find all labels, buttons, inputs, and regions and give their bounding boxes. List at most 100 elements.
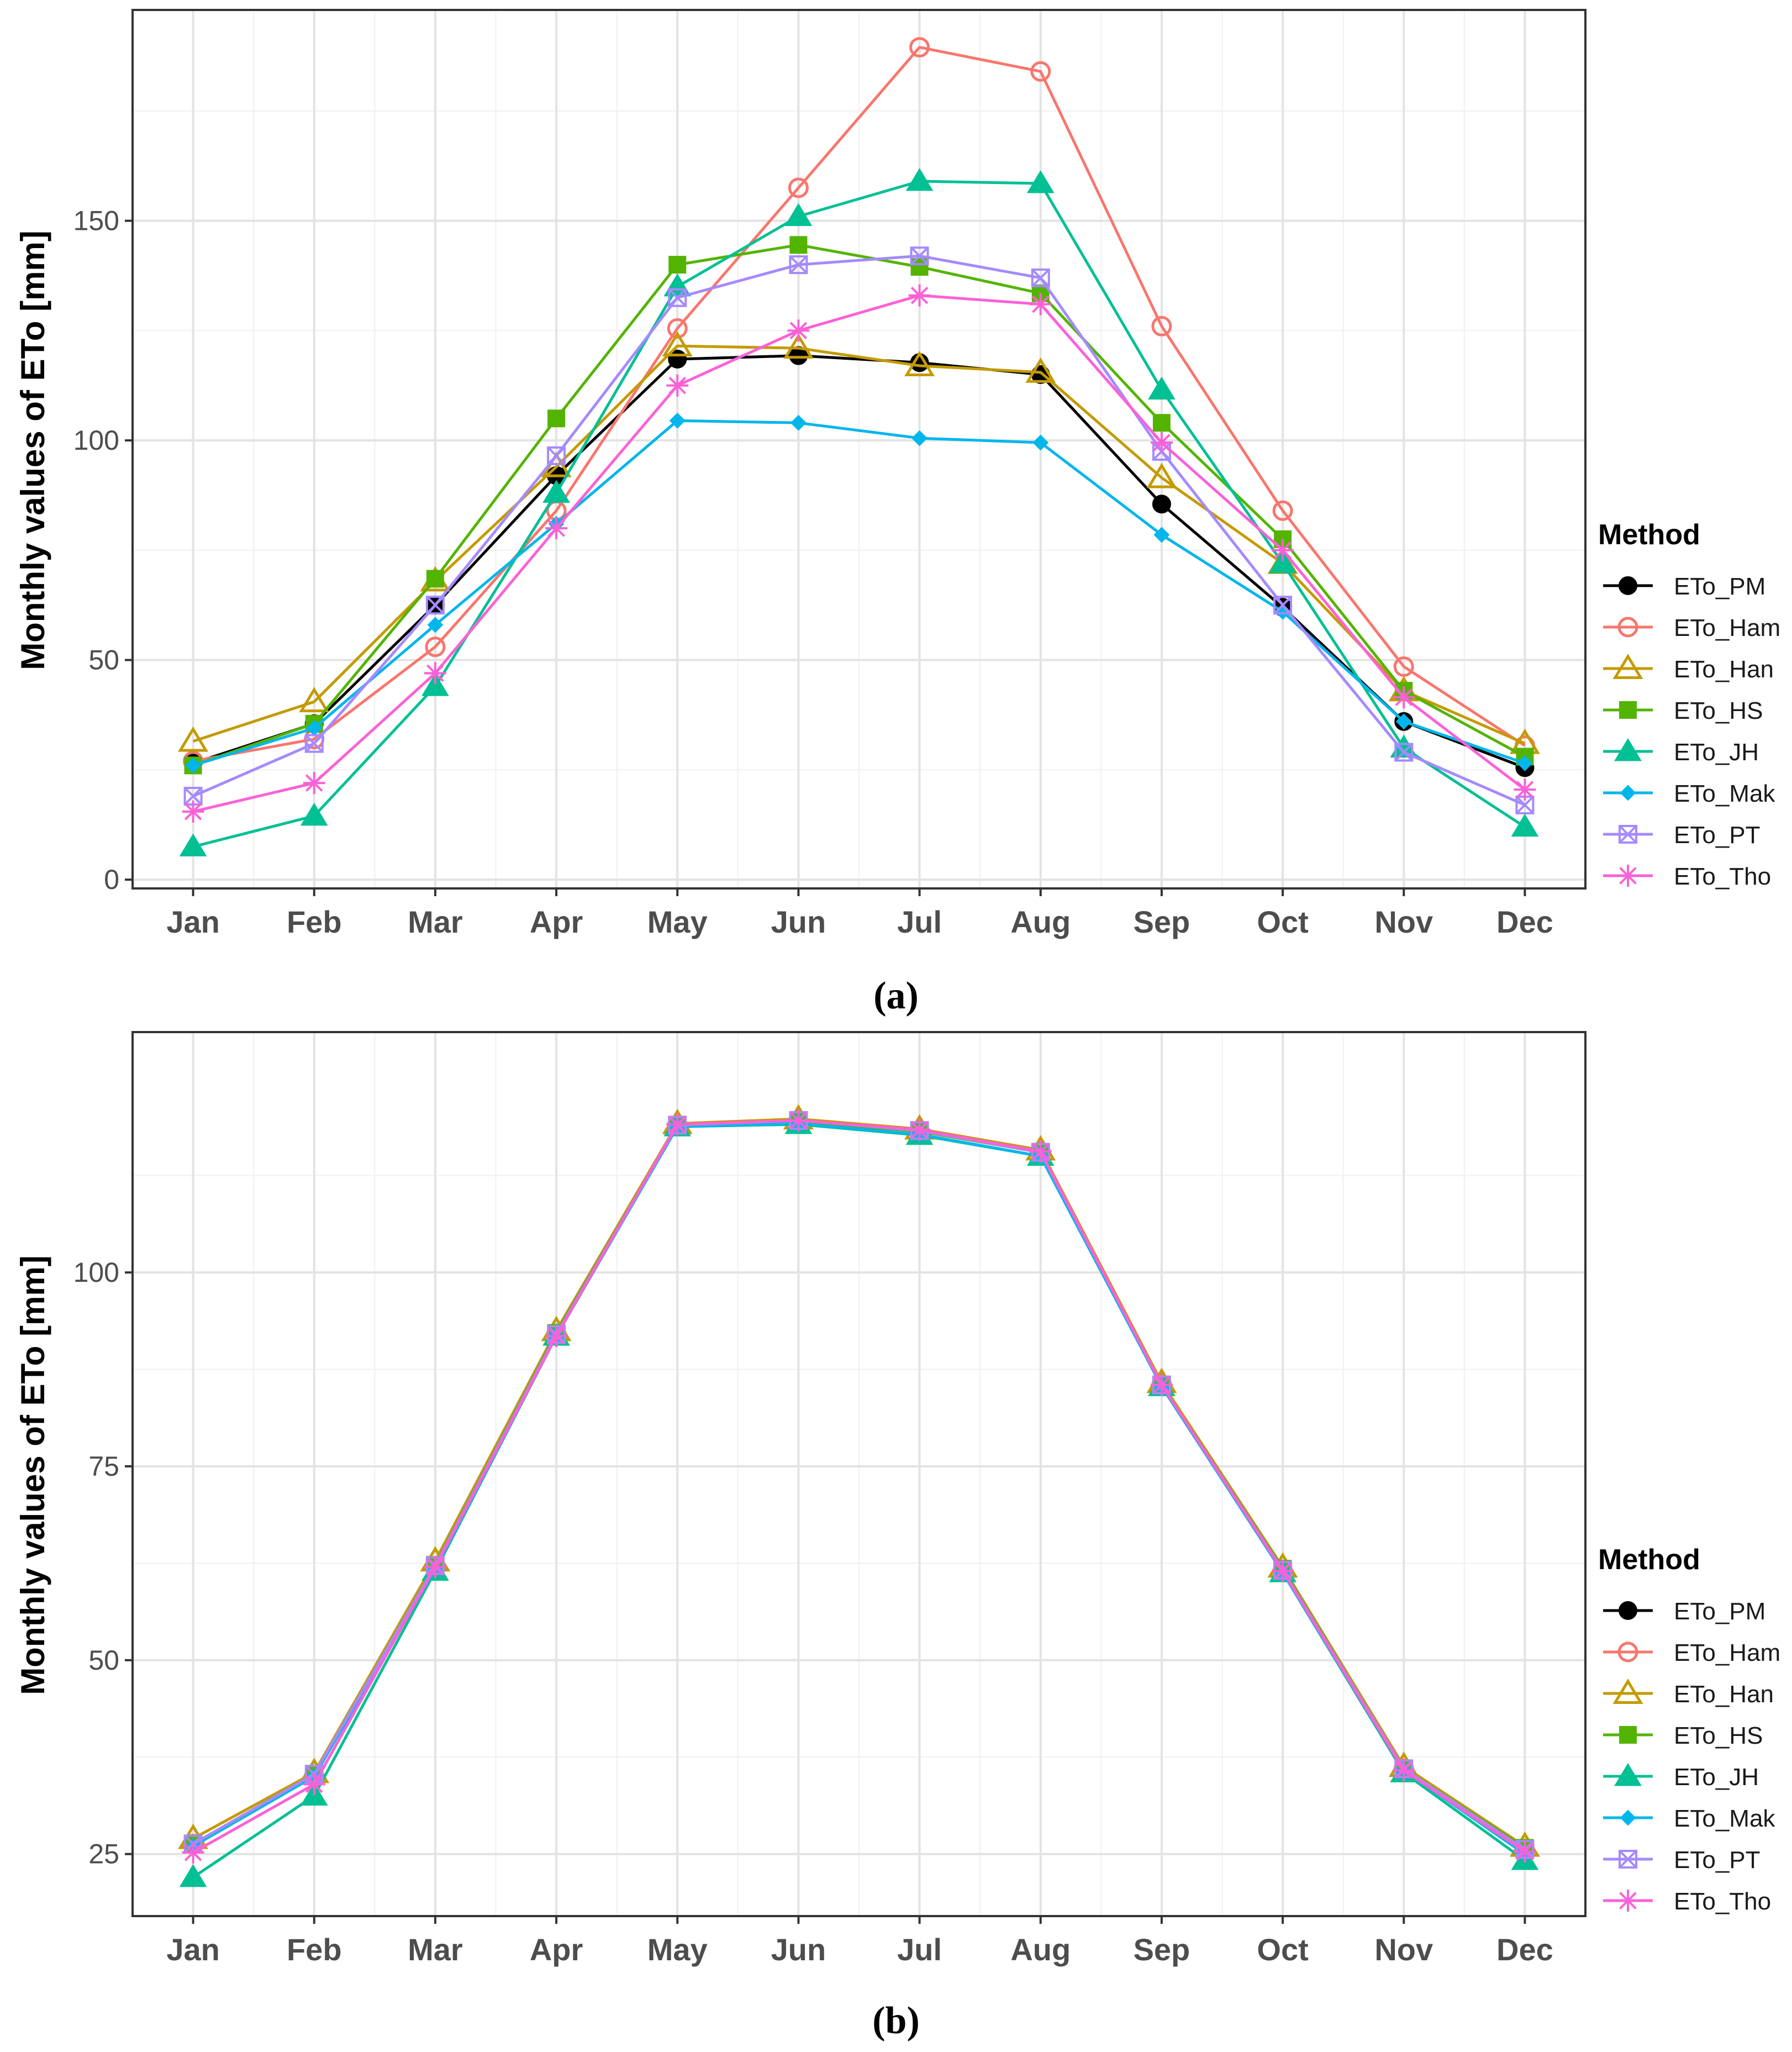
- panel-a-y-ticks: 0 50 100 150: [73, 206, 133, 895]
- y-tick-label: 100: [73, 1257, 119, 1288]
- legend-label: ETo_Ham: [1674, 1639, 1780, 1666]
- data-point-ETo_Mak: [790, 414, 807, 431]
- series-line-ETo_JH: [192, 180, 1526, 848]
- x-tick-label: Apr: [530, 1932, 583, 1967]
- data-point-ETo_PT: [1273, 596, 1293, 615]
- data-point-ETo_Ham: [788, 177, 809, 198]
- legend-label: ETo_JH: [1674, 739, 1759, 766]
- x-tick-label: Jun: [771, 1932, 826, 1967]
- data-point-ETo_HS: [1152, 414, 1171, 432]
- data-point-ETo_Han: [299, 687, 330, 713]
- data-point-ETo_Ham: [425, 636, 446, 657]
- legend-key-marker: [1617, 1641, 1638, 1662]
- panel-b-y-axis-title: Monthly values of ETo [mm]: [14, 1255, 51, 1695]
- x-tick-label: Jan: [166, 1932, 220, 1967]
- data-point-ETo_Mak: [1032, 434, 1049, 451]
- series-line-ETo_Tho: [192, 1119, 1526, 1854]
- data-point-ETo_Tho: [666, 1113, 689, 1136]
- legend-key-marker: [1619, 1726, 1637, 1744]
- data-point-ETo_PT: [668, 288, 687, 307]
- data-point-ETo_Tho: [424, 1556, 446, 1579]
- x-tick-label: Aug: [1010, 1932, 1071, 1967]
- data-point-ETo_Mak: [1395, 713, 1412, 730]
- legend-label: ETo_Tho: [1674, 863, 1771, 890]
- legend-key-marker: [1620, 1809, 1636, 1826]
- x-tick-label: Jan: [166, 904, 220, 939]
- data-point-ETo_JH: [179, 833, 207, 856]
- x-tick-label: Sep: [1134, 1932, 1190, 1967]
- data-point-ETo_Ham: [1030, 61, 1051, 82]
- data-point-ETo_Tho: [545, 517, 568, 540]
- data-point-ETo_Tho: [1393, 686, 1415, 709]
- x-tick-label: Feb: [287, 904, 342, 939]
- data-point-ETo_Tho: [1150, 1374, 1173, 1396]
- data-point-ETo_HS: [426, 570, 444, 588]
- data-point-ETo_PT: [425, 596, 445, 615]
- data-point-ETo_JH: [784, 203, 813, 227]
- legend-item-ETo_PM: ETo_PM: [1603, 573, 1765, 600]
- legend-key-marker: [1619, 576, 1637, 595]
- data-point-ETo_JH: [1148, 376, 1176, 400]
- y-tick-label: 25: [88, 1839, 119, 1870]
- data-point-ETo_Tho: [1150, 432, 1173, 454]
- panel-b-grid: [133, 1032, 1585, 1916]
- data-point-ETo_Mak: [1517, 755, 1533, 771]
- panel-a-caption: (a): [873, 975, 919, 1017]
- data-point-ETo_Tho: [787, 1109, 810, 1132]
- data-point-ETo_Mak: [911, 430, 927, 446]
- legend-item-ETo_Tho: ETo_Tho: [1603, 1888, 1771, 1915]
- data-point-ETo_Tho: [424, 662, 446, 685]
- data-point-ETo_Ham: [909, 37, 930, 58]
- data-point-ETo_Han: [904, 351, 935, 376]
- legend-key-marker: [1612, 654, 1643, 679]
- legend-item-ETo_JH: ETo_JH: [1603, 738, 1759, 766]
- legend-item-ETo_PM: ETo_PM: [1603, 1598, 1765, 1625]
- data-point-ETo_Ham: [1272, 500, 1293, 521]
- x-tick-label: May: [647, 904, 708, 939]
- data-point-ETo_PT: [547, 446, 566, 465]
- series-ETo_JH: [179, 168, 1539, 856]
- panel-a-grid: [133, 10, 1585, 888]
- data-point-ETo_Tho: [666, 374, 689, 397]
- data-point-ETo_Tho: [1393, 1759, 1415, 1782]
- data-point-ETo_PT: [1031, 268, 1050, 287]
- data-point-ETo_PT: [304, 734, 324, 753]
- data-point-ETo_JH: [1026, 170, 1055, 193]
- series-line-ETo_PT: [192, 254, 1526, 807]
- data-point-ETo_Tho: [908, 284, 931, 307]
- legend-label: ETo_PT: [1674, 1846, 1761, 1874]
- x-tick-label: Mar: [408, 1932, 463, 1967]
- data-point-ETo_JH: [179, 1864, 207, 1887]
- legend-item-ETo_Ham: ETo_Ham: [1603, 1639, 1780, 1666]
- panel-b-legend: ETo_PM ETo_Ham ETo_Han ETo_HS ETo_JH ETo_Mak E…: [1603, 1598, 1780, 1915]
- legend-label: ETo_Mak: [1674, 780, 1775, 807]
- data-point-ETo_Tho: [908, 1118, 931, 1141]
- panel-b-series: [178, 1104, 1540, 1887]
- data-point-ETo_Mak: [427, 617, 444, 633]
- legend-item-ETo_Mak: ETo_Mak: [1603, 1805, 1775, 1832]
- data-point-ETo_Tho: [1514, 1840, 1536, 1863]
- data-point-ETo_JH: [1511, 813, 1539, 837]
- data-point-ETo_Mak: [1153, 527, 1170, 543]
- panel-a-border: [131, 9, 1587, 890]
- x-tick-label: Oct: [1257, 904, 1308, 939]
- data-point-ETo_Tho: [182, 1841, 204, 1864]
- data-point-ETo_Han: [1025, 357, 1056, 383]
- data-point-ETo_HS: [547, 409, 566, 428]
- legend-key-marker: [1619, 825, 1637, 844]
- data-point-ETo_JH: [905, 168, 934, 191]
- data-point-ETo_PT: [789, 255, 808, 275]
- legend-item-ETo_PT: ETo_PT: [1603, 822, 1761, 849]
- x-tick-label: Mar: [408, 904, 463, 939]
- x-tick-label: Oct: [1257, 1932, 1308, 1967]
- x-tick-label: Jul: [897, 904, 942, 939]
- legend-item-ETo_Tho: ETo_Tho: [1603, 863, 1771, 890]
- legend-key-marker: [1617, 865, 1639, 887]
- data-point-ETo_JH: [542, 480, 570, 503]
- data-point-ETo_Tho: [1029, 1140, 1052, 1163]
- series-ETo_Tho: [182, 284, 1536, 823]
- legend-item-ETo_Han: ETo_Han: [1603, 654, 1774, 683]
- panel-a: 0 50 100 150 Jan Feb Mar Apr May Jun Jul Aug Sep Oct…: [14, 9, 1780, 1017]
- panel-a-x-ticks: Jan Feb Mar Apr May Jun Jul Aug Sep Oct Nov Dec: [166, 888, 1553, 939]
